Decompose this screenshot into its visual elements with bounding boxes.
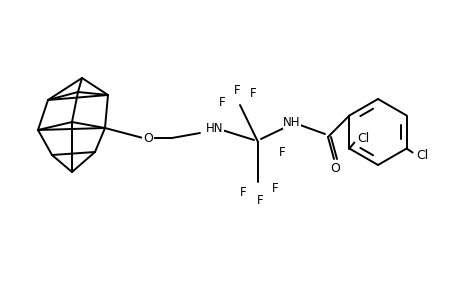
Text: HN: HN [206, 122, 223, 134]
Text: F: F [233, 83, 240, 97]
Text: F: F [278, 146, 285, 158]
Text: O: O [143, 131, 152, 145]
Text: F: F [239, 185, 246, 199]
Text: Cl: Cl [415, 149, 428, 162]
Text: F: F [249, 86, 256, 100]
Text: F: F [271, 182, 278, 194]
Text: Cl: Cl [357, 132, 369, 145]
Text: NH: NH [283, 116, 300, 128]
Text: O: O [330, 161, 339, 175]
Text: F: F [256, 194, 263, 206]
Text: F: F [218, 95, 225, 109]
